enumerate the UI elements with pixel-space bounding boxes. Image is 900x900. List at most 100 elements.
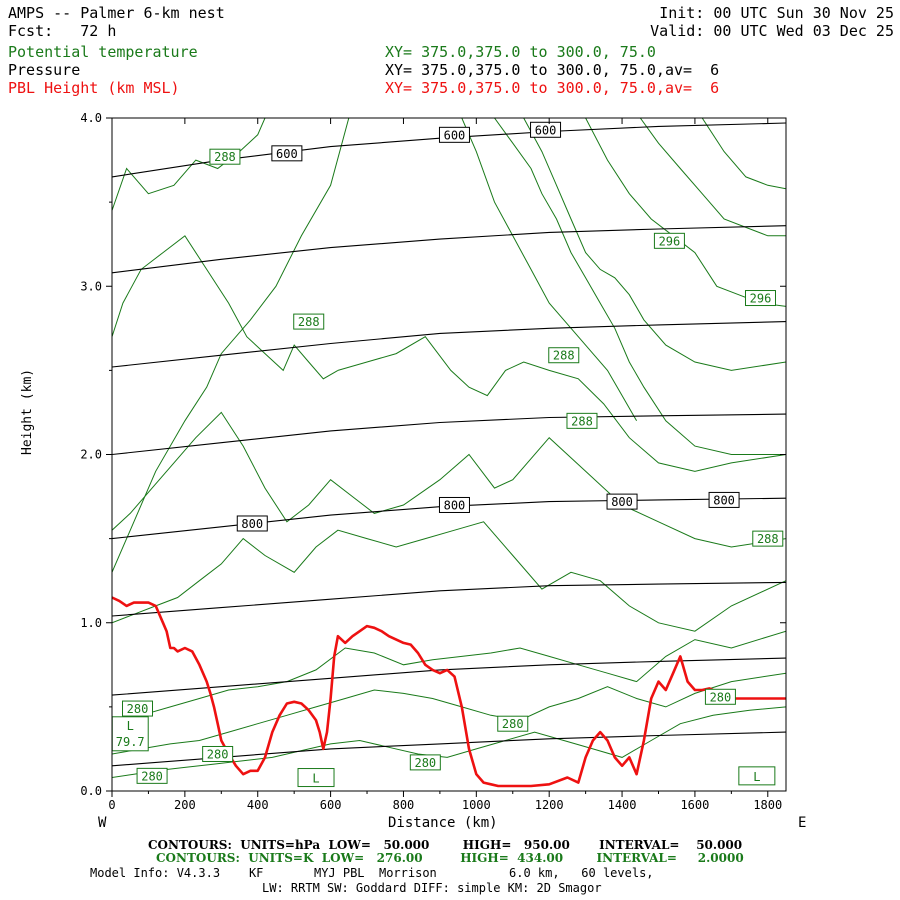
theta-label-2-box: [744, 290, 776, 307]
theta-isentrope-13: [639, 118, 786, 237]
theta-label-11-text: 280: [414, 756, 436, 770]
theta-isentrope-14: [701, 118, 786, 190]
pbl-height-line: [112, 596, 786, 788]
pressure-label-2-text: 600: [535, 123, 557, 137]
theta-label-0-box: [209, 148, 241, 165]
theta-isentrope-1: [112, 118, 266, 211]
pressure-label-2: 600: [530, 121, 562, 138]
pressure-label-6-box: [708, 491, 740, 508]
pressure-isobar-2: [112, 321, 786, 368]
low-marker-box-2: [738, 766, 776, 786]
pressure-label-1-box: [438, 126, 470, 143]
axes: 0 200 400 600 800 1000 1200 1400 1600 1800 0.0 1.0 2…: [80, 111, 786, 812]
pressure-label-1: 600: [438, 126, 470, 143]
pressure-label-5-box: [606, 493, 638, 510]
pbl-height-curve: [112, 596, 786, 788]
pressure-label-0-text: 600: [276, 147, 298, 161]
theta-isentrope-3: [337, 336, 786, 472]
x-tick-label-7: 1400: [608, 798, 637, 812]
low-marker-value-0: 79.7: [116, 735, 145, 749]
theta-label-5-box: [566, 412, 598, 429]
theta-label-0: 288: [209, 148, 241, 165]
low-marker-1: L: [297, 768, 335, 788]
pressure-label-3: 800: [236, 515, 268, 532]
pressure-label-0-box: [271, 145, 303, 162]
theta-isentrope-6: [112, 630, 786, 721]
theta-label-1-text: 296: [659, 234, 681, 248]
y-tick-label-4: 4.0: [80, 111, 102, 125]
x-axis-west-label: W: [98, 815, 107, 831]
x-tick-label-4: 800: [393, 798, 415, 812]
pressure-label-4-box: [438, 496, 470, 513]
pressure-isobar-3: [112, 413, 786, 456]
x-axis-east-label: E: [798, 815, 807, 831]
forecast-hour: Fcst: 72 h: [8, 22, 117, 40]
theta-label-8: 280: [202, 745, 234, 762]
theta-label-12-text: 280: [710, 690, 732, 704]
pressure-isobar-5: [112, 581, 786, 617]
y-axis-label: Height (km): [20, 368, 35, 455]
theta-label-3-text: 288: [298, 315, 320, 329]
plot-frame: [111, 117, 787, 792]
theta-isentrope-10: [494, 118, 786, 455]
theta-isentrope-7: [112, 672, 786, 755]
pressure-isobar-6: [112, 657, 786, 696]
theta-isentrope-11: [523, 118, 786, 371]
theta-label-10: 280: [497, 715, 529, 732]
pressure-label-6-text: 800: [713, 493, 735, 507]
contour-labels: 600 600 600 800 800 800 800 288 296 296 288 288 288 2…: [111, 121, 784, 788]
theta-isentrope-4: [112, 411, 786, 548]
x-tick-label-3: 600: [320, 798, 342, 812]
y-tick-label-0: 0.0: [80, 784, 102, 798]
valid-time: Valid: 00 UTC Wed 03 Dec 25: [650, 22, 894, 40]
theta-label-9-box: [136, 767, 168, 784]
footer-pressure-contours: CONTOURS: UNITS=hPa LOW= 50.000 HIGH= 95…: [148, 838, 743, 852]
x-tick-label-0: 0: [108, 798, 115, 812]
x-tick-label-8: 1600: [680, 798, 709, 812]
theta-isentropes: [112, 118, 786, 778]
theta-label-8-text: 280: [207, 747, 229, 761]
pressure-isobar-1: [112, 225, 786, 274]
pressure-label-5-text: 800: [611, 495, 633, 509]
theta-label-9: 280: [136, 767, 168, 784]
x-tick-label-1: 200: [174, 798, 196, 812]
theta-label-12-box: [704, 688, 736, 705]
theta-label-7: 280: [122, 700, 154, 717]
pressure-label-2-box: [530, 121, 562, 138]
theta-label-8-box: [202, 745, 234, 762]
pressure-label-0: 600: [271, 145, 303, 162]
theta-label-5-text: 288: [571, 414, 593, 428]
field-xy-theta: XY= 375.0,375.0 to 300.0, 75.0: [385, 43, 656, 61]
theta-label-7-box: [122, 700, 154, 717]
y-tick-label-1: 1.0: [80, 616, 102, 630]
field-name-theta: Potential temperature: [8, 43, 198, 61]
theta-label-11: 280: [409, 754, 441, 771]
theta-label-2: 296: [744, 290, 776, 307]
x-axis-label: Distance (km): [388, 815, 498, 831]
theta-isentrope-9: [461, 118, 638, 422]
x-tick-label-2: 400: [247, 798, 269, 812]
low-marker-text-0: L: [127, 719, 134, 733]
model-title: AMPS -- Palmer 6-km nest: [8, 4, 225, 22]
theta-label-3: 288: [293, 313, 325, 330]
x-tick-label-6: 1200: [535, 798, 564, 812]
pressure-label-6: 800: [708, 491, 740, 508]
low-marker-2: L: [738, 766, 776, 786]
low-marker-box-1: [297, 768, 335, 788]
theta-label-11-box: [409, 754, 441, 771]
theta-label-12: 280: [704, 688, 736, 705]
field-name-pbl: PBL Height (km MSL): [8, 79, 180, 97]
theta-label-10-box: [497, 715, 529, 732]
theta-label-5: 288: [566, 412, 598, 429]
theta-label-6-text: 288: [757, 532, 779, 546]
low-marker-text-2: L: [753, 770, 760, 784]
theta-label-9-text: 280: [141, 769, 163, 783]
theta-isentrope-8: [112, 706, 786, 778]
theta-label-1-box: [653, 232, 685, 249]
theta-label-1: 296: [653, 232, 685, 249]
theta-label-2-text: 296: [750, 292, 772, 306]
theta-label-4-text: 288: [553, 349, 575, 363]
theta-label-6: 288: [752, 530, 784, 547]
x-tick-label-9: 1800: [753, 798, 782, 812]
y-tick-label-3: 3.0: [80, 279, 102, 293]
